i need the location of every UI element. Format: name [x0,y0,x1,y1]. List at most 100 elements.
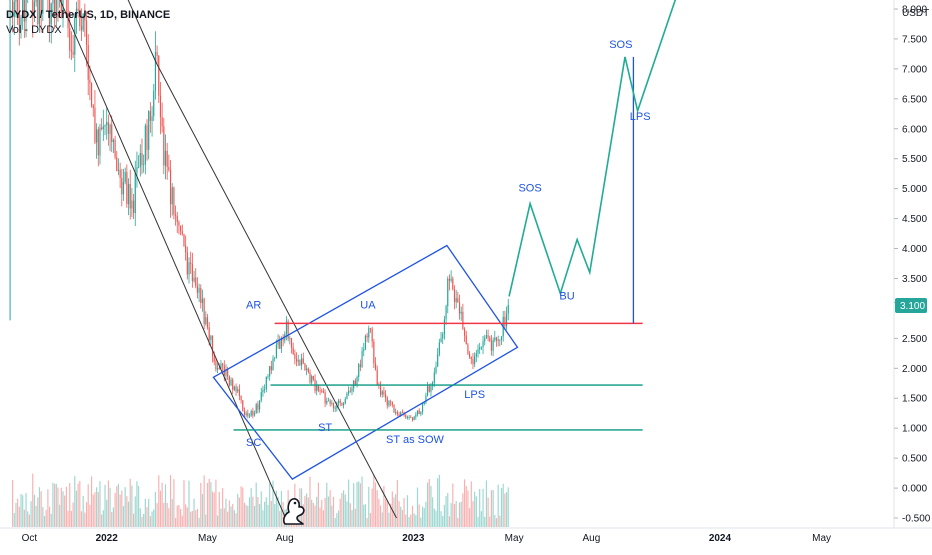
volume-bar [124,487,126,527]
candle-body [258,400,261,410]
volume-bar [275,490,277,527]
symbol-title[interactable]: DYDX / TetherUS, 1D, BINANCE [6,9,170,21]
candle-body [440,338,442,343]
candle-body [358,364,360,377]
y-tick-label: 0.000 [902,484,927,495]
volume-bar [210,482,212,527]
y-axis[interactable]: 8.000 7.500 7.000 6.500 6.000 5.500 5.000 4.500… [894,4,931,525]
candle-body [225,368,227,376]
candle-body [69,27,71,51]
candle-body [97,129,99,156]
candle-body [245,413,247,415]
candle-body [463,328,466,336]
volume-bar [316,496,318,527]
candle-body [139,153,141,168]
volume-bar [270,500,272,527]
candle-body [292,347,294,355]
candle-body [408,417,410,418]
volume-bar [169,475,172,527]
y-tick-label: 5.500 [902,154,927,165]
volume-bar [462,493,464,527]
candle-body [240,395,242,401]
candle-body [472,359,474,365]
volume-bar [411,505,414,527]
candle-body [13,2,15,18]
candle-body [168,167,170,171]
candle-body [151,116,153,121]
candle-body [67,0,69,28]
candle-body [146,125,148,150]
x-tick-label: 2024 [709,533,732,544]
candle-body [134,173,136,214]
volume-bar [250,488,252,527]
y-tick-label: 0.500 [902,454,927,465]
volume-bar [79,480,81,527]
candle-body [331,402,333,404]
volume-bar [211,491,214,527]
candle-body [242,400,244,411]
volume-bar [206,483,209,527]
candle-body [455,298,457,303]
volume-bar [437,478,439,527]
volume-bar [227,511,229,527]
volume-bar [190,511,192,527]
candle-body [343,403,345,406]
volume-bar [369,513,372,527]
volume-bar [149,516,151,527]
volume-bar [171,499,173,527]
volume-bar [337,510,340,527]
candle-body [124,172,126,183]
x-tick-label: Oct [22,533,38,544]
candle-body [260,392,262,401]
candle-body [465,335,467,345]
volume-bar [240,486,242,527]
candle-body [349,390,351,392]
candle-body [12,0,14,18]
x-tick-label: Aug [583,533,601,544]
volume-bar [457,518,459,527]
wyckoff-label: ST [318,422,332,434]
y-tick-label: 6.500 [902,94,927,105]
candle-body [319,390,321,392]
volume-bar [158,475,160,527]
candle-body [396,412,398,415]
candle-body [274,357,276,359]
y-tick-label: 7.000 [902,64,927,75]
volume-bar [183,480,185,527]
candle-body [255,404,257,414]
candle-body [89,79,91,84]
candle-body [169,170,172,205]
volume-bar [75,490,78,527]
volume-bar [279,511,281,527]
candle-body [55,0,57,15]
volume-bar [146,507,148,527]
volume-bar [87,484,89,527]
candle-body [94,107,96,143]
volume-bar [427,482,429,527]
volume-bar [500,488,503,527]
volume-bar [228,500,230,527]
volume-bar [385,499,387,527]
volume-indicator-label[interactable]: Vol - DYDX [6,24,62,36]
volume-bar [423,507,425,527]
volume-bar [74,476,76,527]
candle-body [395,412,397,413]
candle-body [48,0,51,25]
volume-bar [33,494,36,527]
volume-bar [69,483,71,527]
volume-bar [112,507,114,527]
candle-body [60,0,62,12]
x-axis[interactable]: Oct 2022 May Aug 2023 May Aug 2024 May [22,533,831,544]
volume-bar [505,492,508,527]
volume-bar [198,517,200,527]
volume-bar [504,493,506,527]
volume-bar [400,506,402,527]
volume-bar [467,490,469,527]
volume-bar [448,516,451,527]
volume-bar [390,503,392,527]
volume-bar [257,496,259,527]
candle-body [72,51,74,55]
volume-bar [222,488,224,527]
candle-body [161,116,163,127]
